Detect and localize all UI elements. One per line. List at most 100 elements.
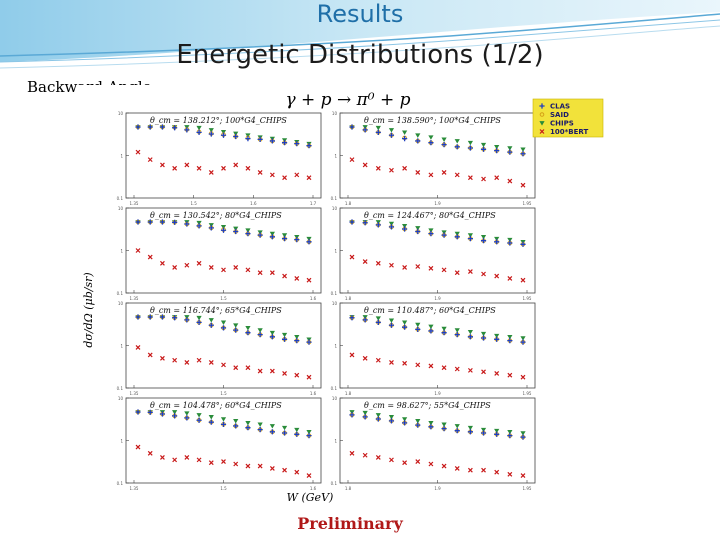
data-point-clas [208, 322, 214, 328]
legend-marker-clas [539, 103, 545, 109]
data-point-bert [494, 469, 500, 475]
data-point-bert [294, 172, 300, 178]
data-point-clas [294, 141, 300, 147]
y-tick-label: 10 [332, 206, 338, 211]
data-point-bert [520, 374, 526, 380]
data-point-clas [245, 230, 251, 237]
data-point-bert [467, 367, 473, 373]
data-point-clas [494, 336, 500, 342]
data-point-bert [402, 460, 408, 466]
data-point-bert [245, 463, 251, 469]
data-point-chips [467, 233, 473, 238]
data-point-chips [454, 424, 460, 429]
data-point-bert [481, 176, 486, 182]
x-tick-label: 1.8 [345, 486, 352, 491]
data-point-bert [520, 473, 526, 478]
data-point-bert [269, 172, 275, 178]
data-point-chips [507, 335, 513, 340]
data-point-bert [233, 461, 239, 467]
data-point-chips [269, 231, 275, 237]
data-point-bert [294, 372, 300, 378]
data-point-bert [282, 273, 287, 279]
data-point-clas [428, 230, 434, 237]
data-point-bert [233, 365, 239, 371]
data-point-clas [494, 239, 500, 245]
data-point-chips [196, 413, 202, 418]
data-point-chips [415, 133, 421, 138]
y-tick-label: 0.1 [331, 386, 338, 391]
data-point-clas [402, 135, 408, 142]
data-point-chips [520, 431, 526, 436]
y-tick-label: 10 [332, 301, 338, 306]
data-point-bert [282, 467, 287, 473]
x-tick-label: 1.6 [310, 391, 317, 396]
x-tick-label: 1.5 [220, 391, 227, 396]
data-point-bert [507, 276, 513, 281]
x-axis-label: W (GeV) [287, 491, 334, 504]
data-point-chips [415, 419, 421, 424]
data-point-bert [520, 182, 526, 188]
data-point-bert [481, 369, 486, 375]
data-point-clas [294, 237, 300, 243]
data-point-bert [375, 357, 381, 363]
x-tick-label: 1.7 [310, 201, 317, 206]
data-point-clas [441, 330, 447, 336]
y-tick-label: 1 [334, 154, 337, 159]
data-point-chips [415, 226, 421, 231]
data-point-chips [184, 411, 190, 416]
data-point-clas [415, 326, 421, 332]
data-point-bert [172, 264, 178, 270]
data-point-bert [208, 169, 214, 175]
data-point-chips [467, 329, 473, 335]
data-point-clas [454, 428, 460, 434]
data-point-bert [349, 450, 355, 456]
data-point-clas [349, 124, 355, 130]
data-point-bert [184, 262, 190, 268]
data-point-chips [507, 430, 513, 435]
data-point-bert [294, 469, 300, 475]
data-point-chips [245, 228, 251, 233]
data-point-clas [402, 420, 408, 426]
data-point-chips [520, 147, 526, 152]
data-point-chips [480, 427, 487, 433]
data-point-clas [480, 335, 487, 341]
data-point-clas [428, 424, 434, 430]
data-point-bert [269, 368, 275, 374]
data-point-bert [494, 175, 500, 181]
data-point-clas [428, 328, 434, 334]
data-point-chips [208, 318, 214, 323]
data-point-clas [233, 228, 239, 235]
data-point-bert [389, 262, 394, 268]
data-point-chips [388, 221, 395, 227]
data-point-clas [306, 339, 312, 345]
data-point-clas [375, 319, 381, 325]
data-point-chips [375, 316, 381, 321]
data-point-chips [480, 142, 487, 148]
data-point-clas [245, 135, 251, 142]
data-point-clas [184, 415, 190, 421]
data-point-clas [257, 427, 263, 433]
data-point-bert [160, 454, 165, 460]
data-point-bert [454, 172, 460, 178]
data-point-clas [428, 140, 434, 146]
data-point-clas [375, 129, 381, 135]
data-point-clas [281, 336, 288, 342]
y-tick-label: 10 [118, 111, 124, 116]
data-point-clas [147, 409, 153, 415]
x-tick-label: 1.9 [434, 486, 441, 491]
data-point-clas [349, 315, 355, 321]
x-tick-label: 1.9 [434, 391, 441, 396]
data-point-chips [281, 425, 288, 431]
data-point-clas [196, 223, 202, 229]
data-point-clas [196, 319, 202, 325]
data-point-clas [480, 146, 487, 152]
data-point-bert [467, 467, 473, 473]
x-tick-label: 1.5 [190, 201, 197, 206]
data-point-chips [220, 225, 227, 230]
data-point-clas [245, 330, 251, 336]
data-point-bert [135, 149, 141, 155]
data-point-bert [415, 264, 421, 269]
x-tick-label: 1.8 [345, 391, 352, 396]
x-tick-label: 1.8 [345, 296, 352, 301]
data-point-bert [208, 359, 214, 365]
